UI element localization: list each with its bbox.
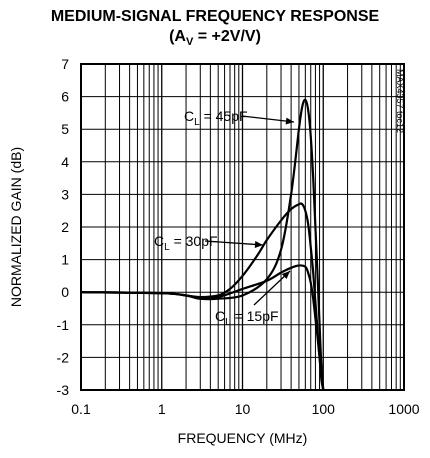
x-tick-label: 1	[158, 401, 166, 417]
y-tick-label: 0	[61, 284, 69, 300]
x-tick-label: 0.1	[71, 401, 91, 417]
x-tick-label: 10	[235, 401, 251, 417]
x-tick-label: 100	[312, 401, 336, 417]
y-tick-label: 5	[61, 121, 69, 137]
leader-line-2	[204, 240, 264, 246]
leader-line-3	[253, 270, 291, 306]
y-tick-label: 4	[61, 154, 69, 170]
y-tick-label: -2	[57, 349, 70, 365]
plot-frame	[80, 63, 405, 391]
subtitle-subscript: V	[185, 36, 194, 49]
y-tick-label: 1	[61, 252, 69, 268]
subtitle-prefix: (A	[169, 28, 186, 45]
arrowhead-1	[285, 117, 294, 125]
y-tick-label: 3	[61, 186, 69, 202]
series-line-3	[80, 264, 325, 391]
chart-subtitle: (AV = +2V/V)	[0, 28, 430, 48]
curve-label-1: CL = 45pF	[184, 108, 248, 128]
arrowhead-3	[281, 271, 290, 280]
y-tick-label: 2	[61, 219, 69, 235]
y-axis-label: NORMALIZED GAIN (dB)	[8, 147, 24, 307]
y-tick-label: 7	[61, 56, 69, 72]
leader-line-1	[241, 115, 295, 123]
curve-label-3: CL = 15pF	[215, 308, 279, 328]
curve-label-2: CL = 30pF	[154, 233, 218, 253]
y-tick-label: -1	[57, 317, 70, 333]
arrowhead-2	[254, 240, 263, 248]
y-tick-label: -3	[57, 382, 70, 398]
series-line-2	[80, 202, 325, 391]
subtitle-rest: = +2V/V)	[193, 28, 261, 45]
figure-code: MAX4357 toc12	[395, 69, 405, 133]
y-tick-label: 6	[61, 89, 69, 105]
chart-title: MEDIUM-SIGNAL FREQUENCY RESPONSE	[50, 8, 380, 25]
curves	[80, 98, 325, 391]
x-axis-label: FREQUENCY (MHz)	[178, 430, 308, 446]
annotations: CL = 45pF CL = 30pF CL = 15pF	[154, 108, 295, 328]
x-tick-label: 1000	[388, 401, 419, 417]
